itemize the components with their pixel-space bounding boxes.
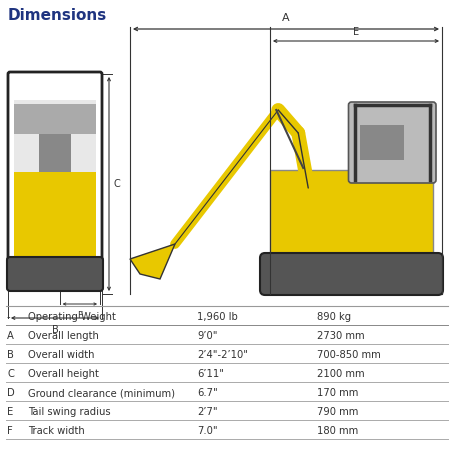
Text: Track width: Track width xyxy=(28,426,85,436)
Text: 890 kg: 890 kg xyxy=(317,312,351,322)
Text: C: C xyxy=(114,179,121,189)
FancyBboxPatch shape xyxy=(260,253,443,295)
Text: Dimensions: Dimensions xyxy=(8,8,107,23)
Text: 2’4"-2’10": 2’4"-2’10" xyxy=(197,350,248,360)
FancyBboxPatch shape xyxy=(7,257,103,291)
Text: Overall length: Overall length xyxy=(28,331,99,341)
Text: A: A xyxy=(282,13,290,23)
Text: A: A xyxy=(7,331,14,341)
Bar xyxy=(14,172,96,260)
Text: C: C xyxy=(7,369,14,379)
Text: 2’7": 2’7" xyxy=(197,407,217,417)
Bar xyxy=(270,170,433,260)
Text: 7.0": 7.0" xyxy=(197,426,217,436)
Text: D: D xyxy=(7,388,15,398)
Text: 700-850 mm: 700-850 mm xyxy=(317,350,381,360)
Text: 790 mm: 790 mm xyxy=(317,407,358,417)
Text: E: E xyxy=(353,27,359,37)
Text: F: F xyxy=(77,311,83,320)
Text: Overall width: Overall width xyxy=(28,350,94,360)
Text: B: B xyxy=(7,350,14,360)
Text: B: B xyxy=(52,325,59,335)
Text: Operating Weight: Operating Weight xyxy=(28,312,116,322)
Polygon shape xyxy=(130,244,175,279)
Text: Overall height: Overall height xyxy=(28,369,99,379)
Text: F: F xyxy=(7,426,13,436)
Bar xyxy=(39,124,71,172)
Text: -: - xyxy=(7,312,10,322)
Bar xyxy=(14,100,96,260)
Text: 170 mm: 170 mm xyxy=(317,388,358,398)
Text: E: E xyxy=(7,407,13,417)
Text: Ground clearance (minimum): Ground clearance (minimum) xyxy=(28,388,175,398)
Text: 6.7": 6.7" xyxy=(197,388,218,398)
Bar xyxy=(14,104,96,134)
Text: 6’11": 6’11" xyxy=(197,369,224,379)
Text: Tail swing radius: Tail swing radius xyxy=(28,407,111,417)
Text: 2100 mm: 2100 mm xyxy=(317,369,365,379)
Text: 2730 mm: 2730 mm xyxy=(317,331,365,341)
FancyBboxPatch shape xyxy=(349,102,436,183)
Text: 180 mm: 180 mm xyxy=(317,426,358,436)
Text: 1,960 lb: 1,960 lb xyxy=(197,312,238,322)
Bar xyxy=(360,125,405,160)
Text: 9’0": 9’0" xyxy=(197,331,217,341)
